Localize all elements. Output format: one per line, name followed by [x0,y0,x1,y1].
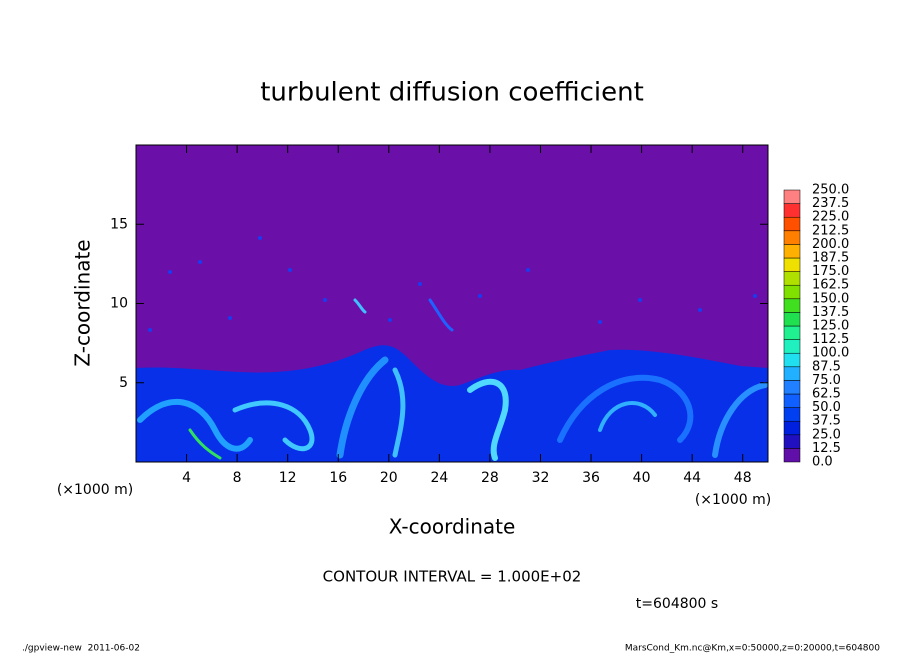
colorbar-label: 125.0 [812,319,849,334]
contour-interval: CONTOUR INTERVAL = 1.000E+02 [323,568,582,586]
colorbar-band [783,230,801,245]
colorbar-label: 137.5 [812,305,849,320]
x-tick-label: 32 [532,470,550,486]
colorbar-label: 100.0 [812,346,849,361]
colorbar-band [783,366,801,381]
x-unit-label: (×1000 m) [695,492,771,508]
field-swirls [137,298,768,461]
footer-left: ./gpview-new 2011-06-02 [22,644,140,654]
x-tick-label: 20 [380,470,398,486]
x-tick-label: 24 [430,470,448,486]
colorbar-label: 187.5 [812,251,849,266]
colorbar-label: 250.0 [812,183,849,198]
colorbar-band [783,189,801,204]
colorbar-band [783,325,801,340]
x-tick-label: 16 [329,470,347,486]
colorbar-label: 237.5 [812,196,849,211]
colorbar-band [783,298,801,313]
colorbar-label: 0.0 [812,455,833,470]
colorbar-band [783,407,801,422]
x-tick-label: 40 [633,470,651,486]
colorbar-band [783,393,801,408]
colorbar-label: 175.0 [812,264,849,279]
colorbar-band [783,312,801,327]
colorbar-label: 162.5 [812,278,849,293]
field [135,144,769,463]
y-tick-label: 15 [110,216,128,232]
x-tick-label: 4 [182,470,191,486]
colorbar-band [783,216,801,232]
colorbar-band [783,420,801,436]
colorbar-label: 87.5 [812,359,841,374]
x-tick-label: 28 [481,470,499,486]
footer-right: MarsCond_Km.nc@Km,x=0:50000,z=0:20000,t=… [625,644,880,654]
colorbar-band [783,434,801,449]
colorbar-band [783,284,801,300]
colorbar-label: 25.0 [812,427,841,442]
x-tick-label: 12 [279,470,297,486]
x-tick-label: 44 [683,470,701,486]
colorbar-band [783,339,801,354]
y-tick-label: 10 [110,296,128,312]
x-tick-label: 8 [233,470,242,486]
time-label: t=604800 s [636,596,718,612]
colorbar-band [783,352,801,368]
field-blobs [148,236,757,332]
colorbar-label: 225.0 [812,210,849,225]
x-tick-label: 36 [582,470,600,486]
field-region [136,345,768,462]
y-axis-label: Z-coordinate [71,239,95,366]
colorbar-band [783,203,801,218]
y-tick-label: 5 [119,375,128,391]
colorbar-label: 150.0 [812,291,849,306]
colorbar-label: 212.5 [812,223,849,238]
colorbar-band [783,448,801,463]
colorbar-band [783,271,801,286]
x-axis-label: X-coordinate [389,515,516,539]
colorbar-label: 37.5 [812,414,841,429]
x-tick-label: 48 [734,470,752,486]
colorbar-label: 50.0 [812,400,841,415]
chart-title: turbulent diffusion coefficient [260,78,644,108]
colorbar-band [783,244,801,259]
colorbar-label: 200.0 [812,237,849,252]
colorbar-band [783,380,801,395]
colorbar-label: 12.5 [812,441,841,456]
y-unit-label: (×1000 m) [57,482,133,498]
colorbar-label: 112.5 [812,332,849,347]
colorbar-label: 62.5 [812,387,841,402]
colorbar-label: 75.0 [812,373,841,388]
colorbar-band [783,257,801,272]
